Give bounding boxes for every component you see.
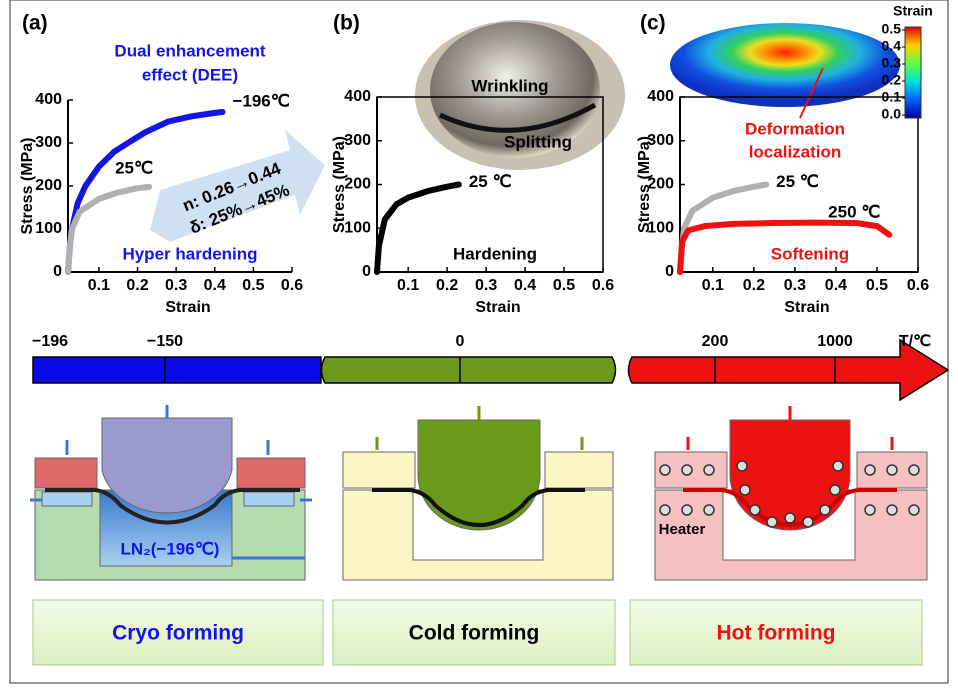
annotation: effect (DEE): [142, 65, 238, 84]
annotation: Hyper hardening: [122, 244, 257, 263]
temperature-tick: −150: [147, 333, 183, 350]
heater-label: Heater: [659, 521, 706, 538]
annotation: Splitting: [504, 132, 572, 151]
annotation: Dual enhancement: [114, 41, 265, 60]
y-tick-label: 300: [35, 134, 62, 151]
panel-label: (c): [640, 12, 666, 35]
x-tick-label: 0.1: [397, 277, 419, 294]
series-label: 25 ℃: [469, 172, 512, 191]
y-tick-label: 200: [344, 176, 371, 193]
x-tick-label: 0.6: [907, 277, 929, 294]
x-tick-label: 0.3: [165, 277, 187, 294]
series-label: 25℃: [115, 158, 153, 177]
y-tick-label: 0: [665, 263, 674, 280]
strain-disc: [670, 23, 900, 118]
series-label: −196℃: [232, 92, 289, 111]
x-tick-label: 0.2: [743, 277, 765, 294]
temperature-tick: 0: [456, 333, 465, 350]
x-tick-label: 0.2: [126, 277, 148, 294]
process-title: Hot forming: [717, 622, 836, 645]
y-tick-label: 0: [362, 263, 371, 280]
colorbar-tick-label: 0.2: [882, 72, 902, 88]
series-label: 250 ℃: [828, 202, 880, 221]
x-tick-label: 0.3: [784, 277, 806, 294]
y-tick-label: 400: [344, 88, 371, 105]
x-tick-label: 0.2: [436, 277, 458, 294]
panel-label: (b): [333, 12, 360, 35]
panel-label: (a): [22, 12, 48, 35]
colorbar: [905, 27, 921, 118]
process-title: Cryo forming: [112, 622, 244, 645]
colorbar-title: Strain: [893, 3, 933, 19]
temperature-tick: 1000: [817, 333, 853, 350]
process-title: Cold forming: [409, 622, 540, 645]
x-tick-label: 0.3: [475, 277, 497, 294]
x-tick-label: 0.6: [592, 277, 614, 294]
stress-strain-curve: [377, 185, 459, 273]
x-tick-label: 0.6: [281, 277, 303, 294]
hot-diagram: [655, 406, 927, 580]
coolant-label: LN₂(−196℃): [121, 539, 220, 558]
series-label: 25 ℃: [776, 172, 819, 191]
figure: −196 −150 0 200 1000 T/℃ LN₂(−196℃): [0, 0, 958, 684]
cold-diagram: [343, 406, 613, 580]
annotation: Softening: [771, 244, 849, 263]
annotation: Wrinkling: [471, 76, 548, 95]
y-tick-label: 100: [344, 219, 371, 236]
annotation: Hardening: [453, 244, 537, 263]
y-tick-label: 200: [35, 177, 62, 194]
colorbar-tick-label: 0.1: [882, 89, 902, 105]
x-tick-label: 0.5: [866, 277, 888, 294]
y-tick-label: 300: [344, 132, 371, 149]
y-axis-title: Stress (MPa): [636, 136, 653, 233]
y-tick-label: 0: [53, 263, 62, 280]
y-axis-title: Stress (MPa): [331, 136, 348, 233]
annotation: localization: [749, 142, 842, 161]
x-tick-label: 0.5: [242, 277, 264, 294]
colorbar-tick-label: 0.4: [882, 38, 902, 54]
x-axis-title: Strain: [475, 299, 520, 316]
x-tick-label: 0.4: [825, 277, 847, 294]
y-tick-label: 400: [647, 88, 674, 105]
colorbar-tick-label: 0.3: [882, 55, 902, 71]
colorbar-tick-label: 0.0: [882, 106, 902, 122]
x-tick-label: 0.1: [88, 277, 110, 294]
x-tick-label: 0.5: [553, 277, 575, 294]
x-tick-label: 0.4: [204, 277, 226, 294]
x-tick-label: 0.4: [514, 277, 536, 294]
y-axis-title: Stress (MPa): [19, 138, 36, 235]
y-tick-label: 400: [35, 91, 62, 108]
x-tick-label: 0.1: [702, 277, 724, 294]
temperature-tick: −196: [32, 333, 68, 350]
colorbar-tick-label: 0.5: [882, 21, 902, 37]
x-axis-title: Strain: [784, 299, 829, 316]
annotation: Deformation: [745, 119, 845, 138]
temperature-tick: 200: [702, 333, 729, 350]
y-tick-label: 100: [35, 220, 62, 237]
x-axis-title: Strain: [165, 299, 210, 316]
temperature-unit: T/℃: [899, 333, 931, 350]
